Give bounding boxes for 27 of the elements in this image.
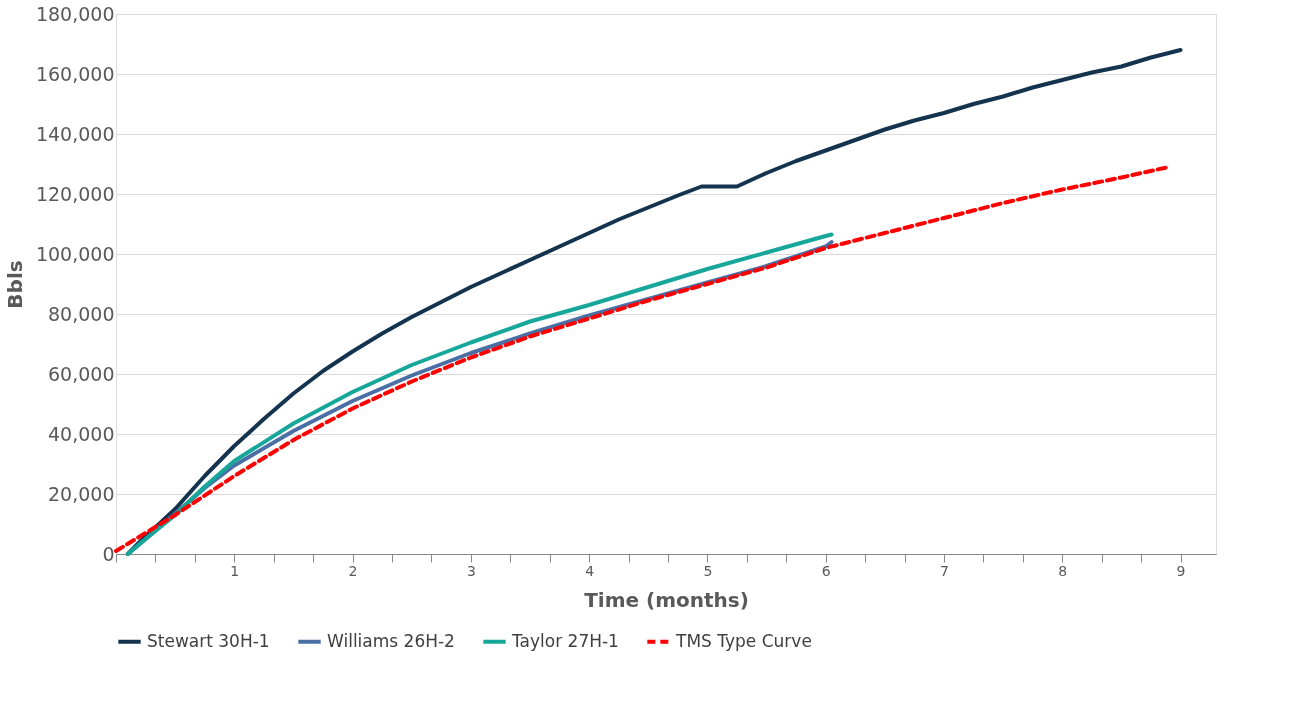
y-tick-label: 120,000: [35, 182, 115, 205]
y-tick-label: 140,000: [35, 122, 115, 145]
x-tick-label: 1: [230, 562, 240, 579]
line-series: [114, 165, 1171, 553]
x-tick-label: 7: [940, 562, 949, 579]
legend-label: Taylor 27H-1: [511, 630, 619, 651]
y-tick-label: 20,000: [48, 482, 115, 505]
y-tick-label: 60,000: [48, 362, 115, 385]
x-tick-label: 8: [1058, 562, 1068, 579]
legend-label: Williams 26H-2: [327, 630, 455, 651]
y-tick-label: 0: [102, 542, 115, 565]
legend-label: TMS Type Curve: [675, 630, 812, 651]
y-tick-label: 100,000: [35, 242, 115, 265]
line-series: [125, 48, 1183, 556]
y-axis-title: Bbls: [2, 260, 27, 309]
x-tick-label: 3: [466, 562, 476, 579]
x-tick-label: 4: [585, 562, 595, 579]
legend-label: Stewart 30H-1: [147, 630, 270, 651]
y-tick-label: 40,000: [48, 422, 115, 445]
x-axis-title: Time (months): [584, 587, 749, 612]
y-tick-label: 180,000: [35, 2, 115, 25]
x-tick-label: 6: [821, 562, 831, 579]
x-tick-label: 9: [1176, 562, 1186, 579]
y-tick-label: 80,000: [48, 302, 115, 325]
y-tick-label: 160,000: [35, 62, 115, 85]
x-tick-label: 5: [703, 562, 713, 579]
x-tick-label: 2: [348, 562, 358, 579]
